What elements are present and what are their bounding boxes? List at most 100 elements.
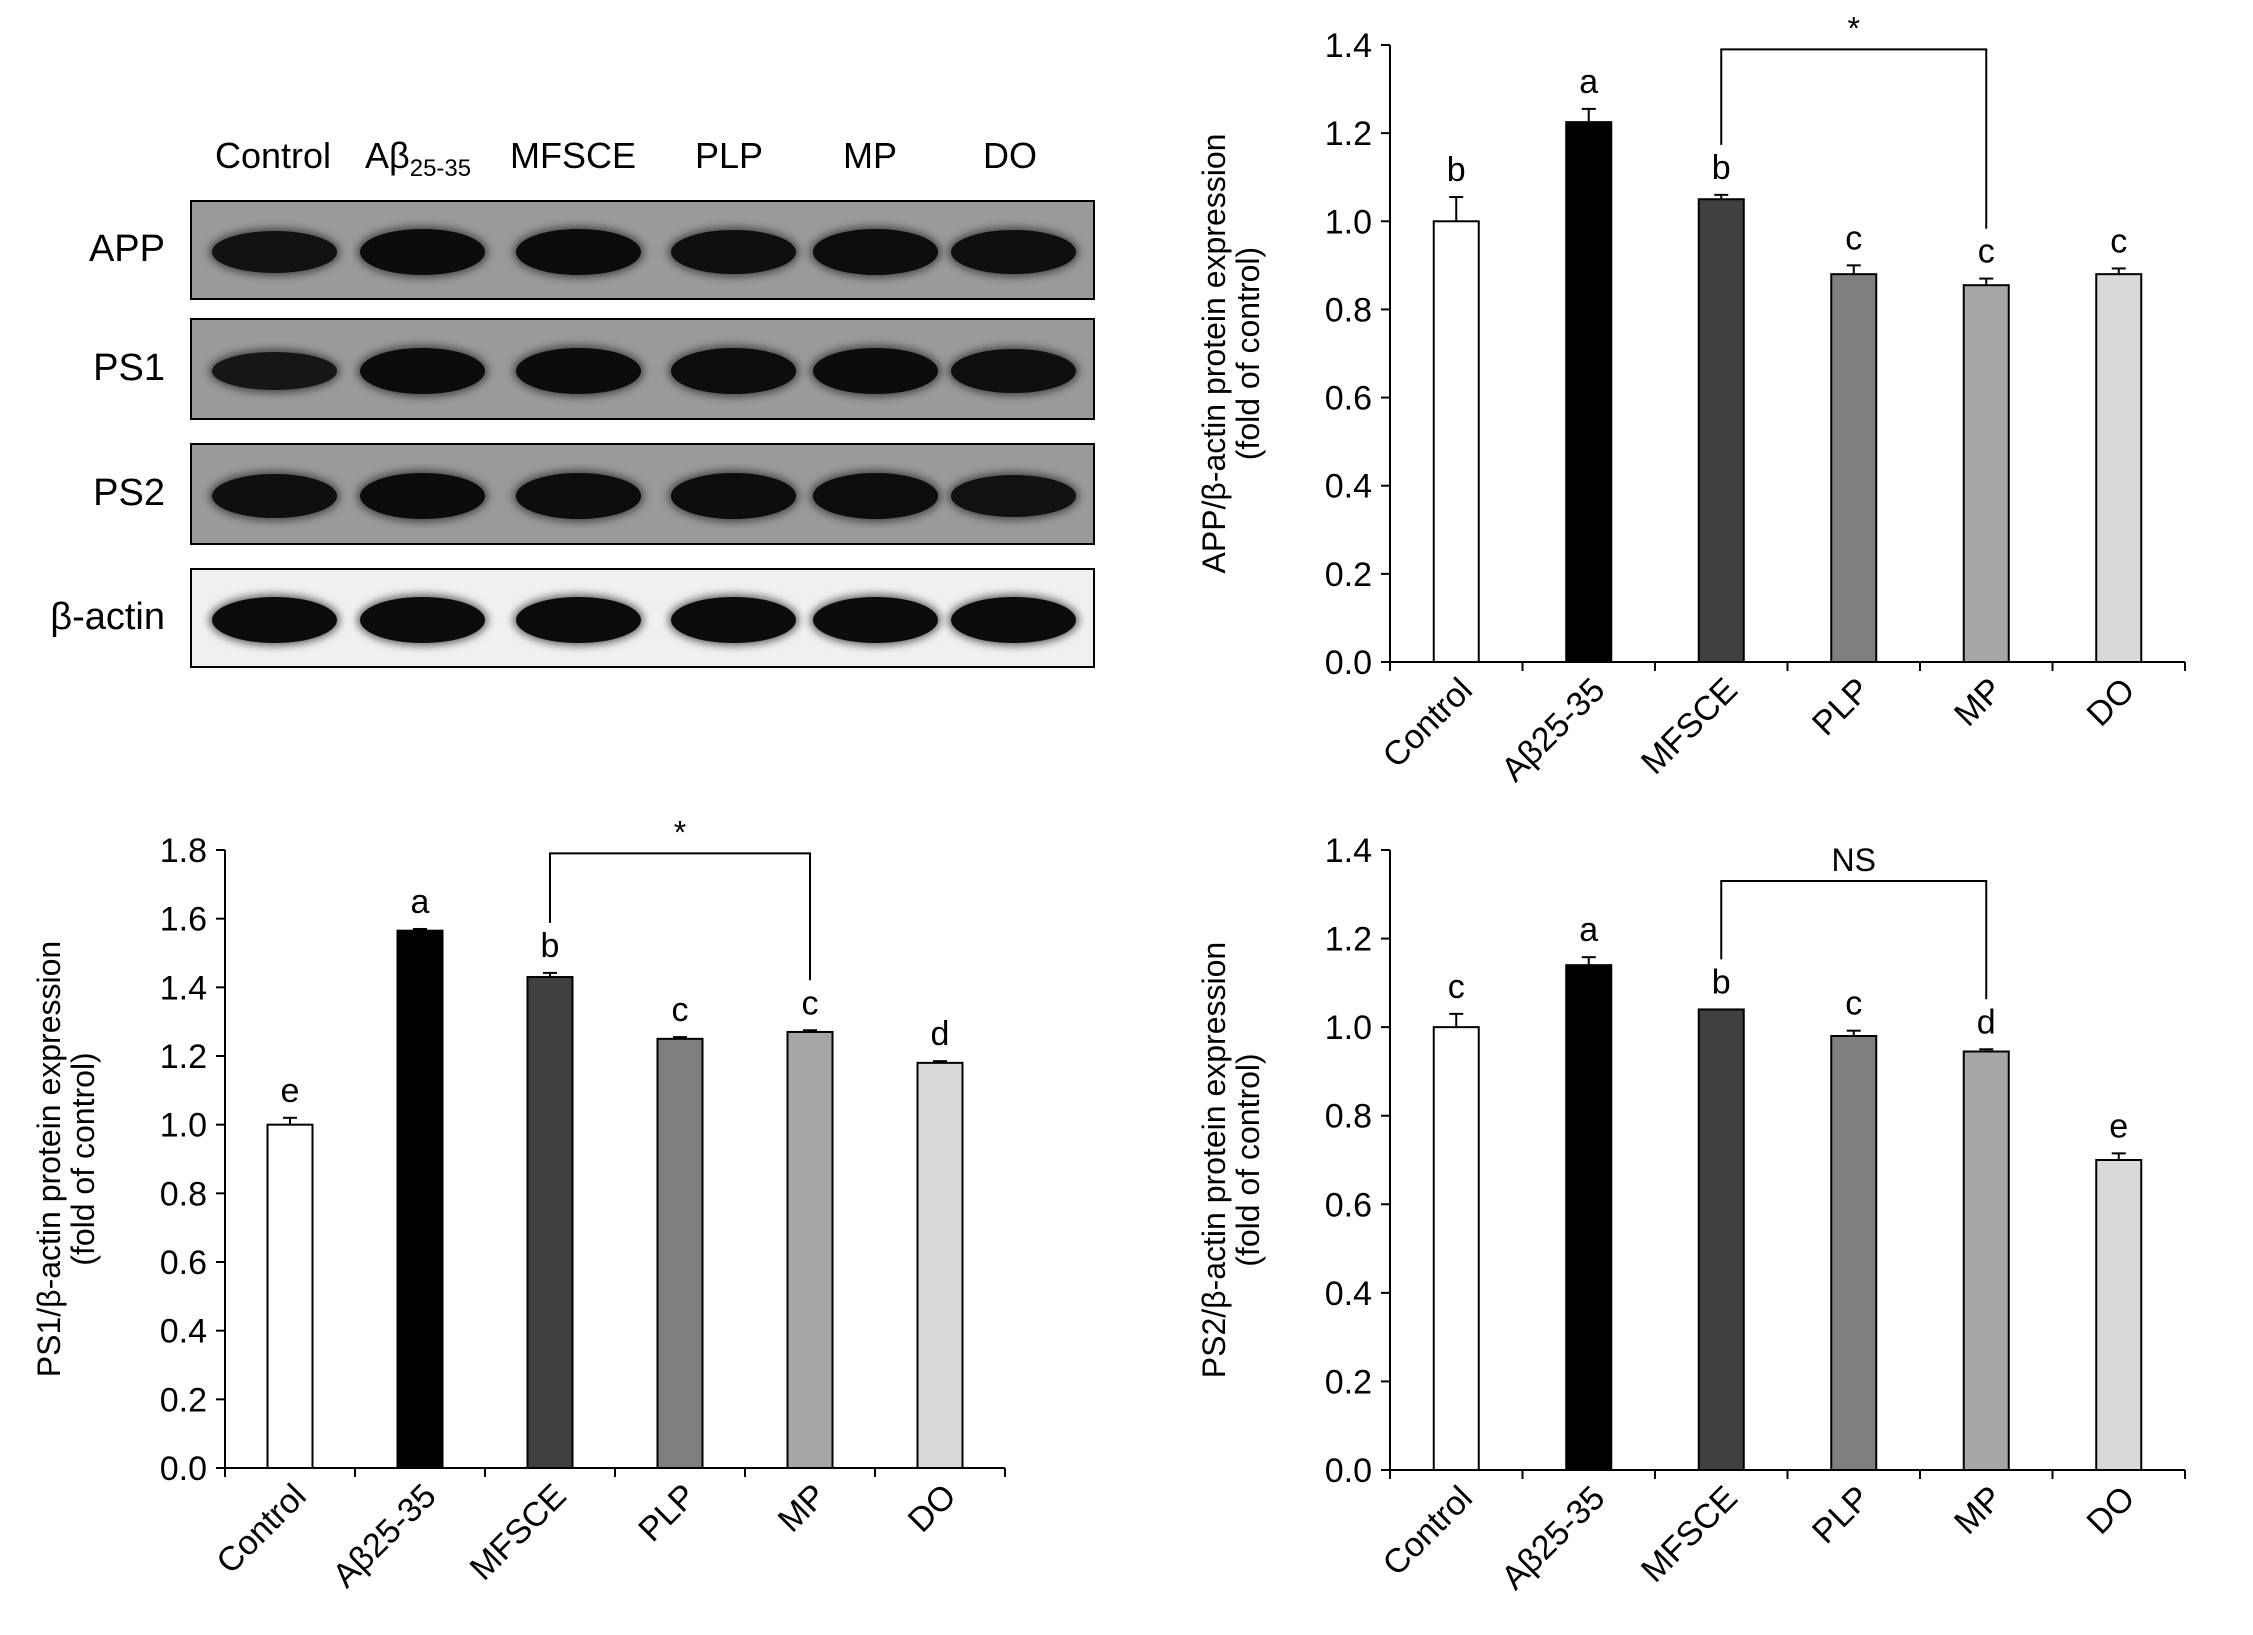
y-axis-label: PS2/β-actin protein expression — [1196, 942, 1232, 1378]
comparison-bracket — [1720, 48, 1988, 229]
blot-band — [812, 347, 938, 395]
y-tick-label: 0.8 — [160, 1175, 207, 1213]
blot-band — [359, 228, 485, 276]
blot-band — [670, 348, 796, 394]
significance-letter: a — [1579, 63, 1598, 101]
bar — [916, 1061, 964, 1470]
y-axis-label: APP/β-actin protein expression — [1196, 134, 1232, 574]
lane-label: Control — [215, 135, 332, 176]
y-tick-label: 1.0 — [160, 1107, 207, 1145]
blot-band — [950, 475, 1076, 517]
blot-strip — [190, 200, 1095, 300]
blot-row-label: β-actin — [50, 596, 165, 638]
y-axis-label: (fold of control) — [1230, 1053, 1266, 1266]
comparison-label: NS — [1832, 842, 1876, 878]
y-tick-label: 0.8 — [1325, 291, 1372, 329]
blot-band — [515, 473, 641, 519]
y-tick-label: 1.4 — [1325, 27, 1372, 65]
blot-band — [211, 596, 337, 644]
y-tick-label: 0.6 — [1325, 1186, 1372, 1224]
blot-band — [812, 473, 938, 519]
bar — [526, 976, 574, 1469]
comparison-bracket — [549, 852, 811, 981]
y-tick-label: 0.2 — [160, 1381, 207, 1419]
y-tick-label: 0.4 — [1325, 468, 1372, 506]
y-tick-label: 0.0 — [1325, 1452, 1372, 1490]
y-tick-label: 0.2 — [1325, 556, 1372, 594]
lane-label: Aβ25-35 — [365, 135, 472, 183]
lane-label: PLP — [695, 135, 764, 176]
bar — [1962, 284, 2010, 663]
significance-letter: c — [2110, 222, 2127, 260]
blot-band — [515, 347, 641, 395]
significance-letter: a — [411, 883, 430, 921]
bar — [1565, 121, 1613, 663]
blot-band — [950, 229, 1076, 275]
blot-row-label: PS1 — [93, 347, 165, 389]
category-label: Control — [1376, 671, 1480, 775]
significance-letter: c — [1448, 968, 1465, 1006]
blot-band — [515, 228, 641, 276]
y-tick-label: 1.2 — [1325, 921, 1372, 959]
category-label: MFSCE — [1634, 671, 1745, 782]
category-label: MFSCE — [1634, 1479, 1745, 1590]
significance-letter: b — [1712, 149, 1731, 187]
category-label: MFSCE — [463, 1477, 574, 1588]
category-label: DO — [2079, 1479, 2142, 1542]
blot-band — [359, 347, 485, 395]
significance-letter: c — [1978, 233, 1995, 271]
y-tick-label: 0.0 — [1325, 644, 1372, 682]
blot-band — [359, 596, 485, 644]
y-tick-label: 1.4 — [1325, 832, 1372, 870]
y-tick-label: 0.2 — [1325, 1363, 1372, 1401]
significance-letter: e — [281, 1072, 300, 1110]
category-label: Control — [1376, 1479, 1480, 1583]
comparison-bracket — [1720, 880, 1988, 1000]
bar — [1962, 1050, 2010, 1471]
category-label: DO — [901, 1477, 964, 1540]
comparison-label: * — [674, 814, 686, 850]
lane-label: DO — [983, 135, 1037, 176]
blot-band — [670, 473, 796, 519]
category-label: Control — [209, 1477, 313, 1581]
lane-label: MP — [843, 135, 897, 176]
significance-letter: b — [541, 927, 560, 965]
lane-label: MFSCE — [510, 135, 636, 176]
blot-band — [950, 348, 1076, 394]
blot-strip — [190, 568, 1095, 668]
y-tick-label: 1.8 — [160, 832, 207, 870]
significance-letter: b — [1712, 963, 1731, 1001]
significance-letter: c — [672, 991, 689, 1029]
category-label: Aβ25-35 — [1494, 1479, 1612, 1597]
y-tick-label: 1.2 — [160, 1038, 207, 1076]
blot-band — [211, 231, 337, 273]
bar — [1697, 1008, 1745, 1472]
significance-letter: c — [1845, 219, 1862, 257]
bar — [1830, 273, 1878, 663]
category-label: MP — [1947, 1479, 2010, 1542]
bar — [2095, 1159, 2143, 1471]
category-label: PLP — [1805, 671, 1877, 743]
blot-band — [950, 596, 1076, 644]
significance-letter: e — [2109, 1107, 2128, 1145]
significance-letter: c — [802, 984, 819, 1022]
blot-band — [670, 229, 796, 275]
blot-band — [812, 229, 938, 275]
y-tick-label: 0.4 — [1325, 1275, 1372, 1313]
blot-strip — [190, 443, 1095, 545]
y-axis-label: (fold of control) — [65, 1052, 101, 1265]
significance-letter: b — [1447, 151, 1466, 189]
y-tick-label: 0.6 — [160, 1244, 207, 1282]
bar — [1565, 964, 1613, 1472]
category-label: PLP — [631, 1477, 703, 1549]
y-tick-label: 0.0 — [160, 1450, 207, 1488]
y-tick-label: 1.0 — [1325, 203, 1372, 241]
bar — [1432, 1026, 1480, 1471]
category-label: DO — [2079, 671, 2142, 734]
category-label: MP — [1947, 671, 2010, 734]
category-label: PLP — [1805, 1479, 1877, 1551]
y-tick-label: 0.4 — [160, 1313, 207, 1351]
bar — [266, 1123, 314, 1469]
y-tick-label: 1.2 — [1325, 115, 1372, 153]
